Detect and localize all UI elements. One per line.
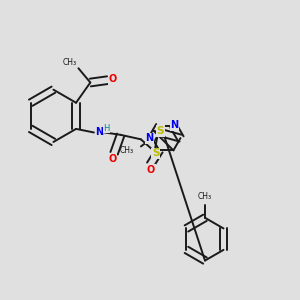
Text: N: N bbox=[170, 120, 178, 130]
Text: N: N bbox=[95, 128, 103, 137]
Text: O: O bbox=[109, 154, 117, 164]
Text: CH₃: CH₃ bbox=[198, 192, 212, 201]
Text: H: H bbox=[103, 124, 110, 133]
Text: O: O bbox=[109, 74, 117, 84]
Text: CH₃: CH₃ bbox=[119, 146, 134, 154]
Text: S: S bbox=[152, 148, 160, 158]
Text: N: N bbox=[145, 133, 153, 143]
Text: S: S bbox=[157, 126, 164, 136]
Text: O: O bbox=[147, 165, 155, 175]
Text: CH₃: CH₃ bbox=[63, 58, 77, 67]
